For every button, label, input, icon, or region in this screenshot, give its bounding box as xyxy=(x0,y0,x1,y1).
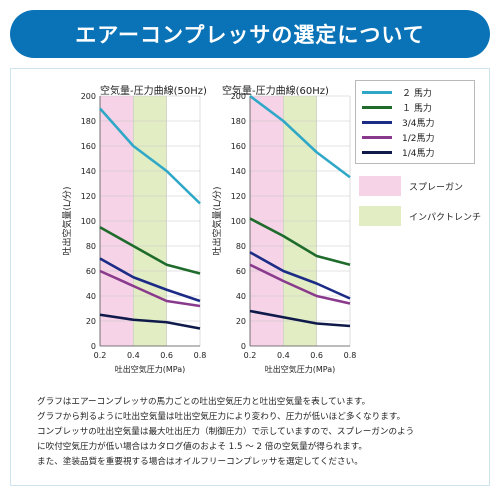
chart-50hz: 0 20 40 60 80 100 120 140 160 180 200 0.2 0.4 0.6 0.8 吐… xyxy=(61,92,207,374)
legend-zone-swatch-impact xyxy=(359,206,401,226)
legend-zone-label-spray: スプレーガン xyxy=(409,182,464,193)
x-tick-label: 0.4 xyxy=(277,351,290,360)
description-line: また、塗装品質を重要視する場合はオイルフリーコンプレッサを選定してください。 xyxy=(37,457,363,467)
legend-item-1hp: １ 馬力 xyxy=(362,100,432,114)
description: グラフはエアーコンプレッサの馬力ごとの吐出空気圧力と吐出空気量を表しています。 … xyxy=(37,395,487,470)
x-tick-label: 0.8 xyxy=(194,351,207,360)
legend-zone-label-impact: インパクトレンチ xyxy=(409,212,482,223)
legend-series-box: ２ 馬力 １ 馬力 3/4馬力 1/2馬力 1/4馬力 xyxy=(355,80,475,164)
legend-label-3-4hp: 3/4馬力 xyxy=(402,118,435,129)
series-line-hp1 xyxy=(99,226,201,275)
y-tick-label: 40 xyxy=(86,292,96,301)
y-tick-label: 180 xyxy=(231,117,246,126)
x-axis-label: 吐出空気圧力(MPa) xyxy=(265,364,336,374)
y-tick-label: 40 xyxy=(236,292,246,301)
x-axis-label: 吐出空気圧力(MPa) xyxy=(115,364,186,374)
series-line-hp2 xyxy=(99,107,201,205)
series-line-hp14 xyxy=(249,309,351,328)
y-tick-label: 80 xyxy=(236,242,246,251)
legend-item-3-4hp: 3/4馬力 xyxy=(362,115,435,129)
y-tick-label: 140 xyxy=(231,167,246,176)
legend-zone-impact: インパクトレンチ xyxy=(359,206,481,226)
legend-swatch-3-4hp xyxy=(362,120,392,124)
legend-zone-swatch-spray xyxy=(359,176,401,196)
x-tick-label: 0.2 xyxy=(244,351,257,360)
y-tick-label: 20 xyxy=(236,317,246,326)
description-line: グラフはエアーコンプレッサの馬力ごとの吐出空気圧力と吐出空気量を表しています。 xyxy=(37,397,371,407)
series-line-hp2 xyxy=(249,94,351,179)
series-line-hp14 xyxy=(99,313,201,330)
y-tick-label: 60 xyxy=(86,267,96,276)
legend-zone-spray: スプレーガン xyxy=(359,176,463,196)
y-tick-label: 200 xyxy=(231,92,246,101)
y-axis-label: 吐出空気量(L/分) xyxy=(61,186,73,255)
x-tick-label: 0.2 xyxy=(94,351,107,360)
legend-swatch-2hp xyxy=(362,90,392,94)
y-axis-label: 吐出空気量(L/分) xyxy=(211,186,223,255)
x-tick-label: 0.6 xyxy=(310,351,323,360)
y-tick-label: 0 xyxy=(91,342,96,351)
chart-title-60hz: 空気量-圧力曲線(60Hz) xyxy=(222,86,329,97)
series-line-hp12 xyxy=(249,263,351,305)
legend-swatch-1hp xyxy=(362,105,392,109)
legend-item-1-4hp: 1/4馬力 xyxy=(362,145,435,159)
y-tick-label: 140 xyxy=(81,167,96,176)
y-tick-label: 100 xyxy=(81,217,96,226)
y-tick-label: 180 xyxy=(81,117,96,126)
description-line: グラフから判るように吐出空気量は吐出空気圧力により変わり、圧力が低いほど多くなり… xyxy=(37,412,406,422)
y-tick-label: 120 xyxy=(231,192,246,201)
chart-60hz: 0 20 40 60 80 100 120 140 160 180 200 0.2 0.4 0.6 0.8 吐… xyxy=(211,92,357,374)
series-line-hp34 xyxy=(249,251,351,300)
legend-swatch-1-2hp xyxy=(362,135,392,139)
page-banner: エアーコンプレッサの選定について xyxy=(10,10,490,58)
y-tick-label: 80 xyxy=(86,242,96,251)
x-tick-label: 0.8 xyxy=(344,351,357,360)
y-tick-label: 60 xyxy=(236,267,246,276)
legend: ２ 馬力 １ 馬力 3/4馬力 1/2馬力 1/4馬力 スプレーガン インパクト… xyxy=(355,80,485,295)
y-tick-label: 100 xyxy=(231,217,246,226)
legend-item-2hp: ２ 馬力 xyxy=(362,85,432,99)
y-tick-label: 160 xyxy=(231,142,246,151)
banner-title: エアーコンプレッサの選定について xyxy=(75,23,425,47)
description-line: に吹付空気圧力が低い場合はカタログ値のおよそ 1.5 ～ 2 倍の空気量が得られ… xyxy=(37,442,367,452)
series-line-hp12 xyxy=(99,269,201,308)
description-line: コンプレッサの吐出空気量は最大吐出圧力（制御圧力）で示していますので、スプレーガ… xyxy=(37,427,415,437)
x-tick-label: 0.6 xyxy=(160,351,173,360)
legend-label-2hp: ２ 馬力 xyxy=(402,88,432,99)
y-tick-label: 200 xyxy=(81,92,96,101)
chart-title-50hz: 空気量-圧力曲線(50Hz) xyxy=(100,86,207,97)
legend-swatch-1-4hp xyxy=(362,150,392,154)
y-tick-label: 120 xyxy=(81,192,96,201)
series-line-hp1 xyxy=(249,217,351,267)
x-tick-label: 0.4 xyxy=(127,351,140,360)
legend-label-1-4hp: 1/4馬力 xyxy=(402,148,435,159)
legend-item-1-2hp: 1/2馬力 xyxy=(362,130,435,144)
y-tick-label: 0 xyxy=(241,342,246,351)
content-panel xyxy=(10,68,490,486)
series-line-hp34 xyxy=(99,257,201,303)
legend-label-1-2hp: 1/2馬力 xyxy=(402,133,435,144)
y-tick-label: 20 xyxy=(86,317,96,326)
y-tick-label: 160 xyxy=(81,142,96,151)
legend-label-1hp: １ 馬力 xyxy=(402,103,432,114)
